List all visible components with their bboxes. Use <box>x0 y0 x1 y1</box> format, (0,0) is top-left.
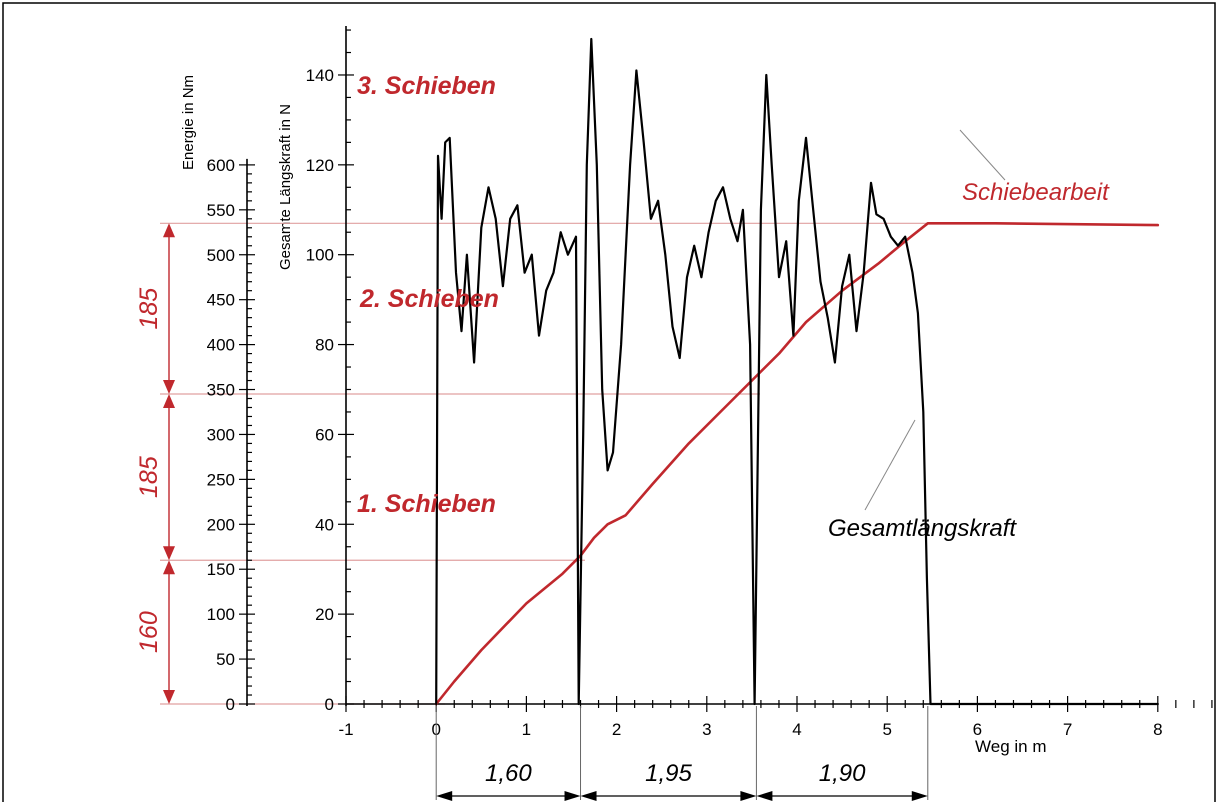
dimension-arrow-right <box>740 791 757 801</box>
dimension-arrow-right <box>564 791 581 801</box>
force-tick-label: 20 <box>315 605 334 624</box>
x-tick-label: 7 <box>1063 720 1072 739</box>
dimension-arrow-left <box>436 791 453 801</box>
dimension-arrow-up <box>163 394 175 409</box>
x-tick-label: 2 <box>612 720 621 739</box>
dimension-arrow-up <box>163 223 175 238</box>
schiebearbeit-label: Schiebearbeit <box>962 179 1110 206</box>
force-tick-label: 140 <box>306 66 334 85</box>
dimension-arrow-up <box>163 560 175 575</box>
dimension-arrow-down <box>163 546 175 561</box>
force-tick-label: 100 <box>306 246 334 265</box>
energy-tick-label: 400 <box>207 336 235 355</box>
energy-axis-title: Energie in Nm <box>180 75 197 170</box>
push-guide-lines <box>160 222 935 705</box>
force-tick-label: 0 <box>325 695 334 714</box>
energy-tick-label: 0 <box>226 695 235 714</box>
dimension-arrow-left <box>580 791 597 801</box>
energy-tick-label: 600 <box>207 156 235 175</box>
data-series <box>434 37 1160 706</box>
dimension-arrow-down <box>163 380 175 395</box>
energy-tick-label: 200 <box>207 515 235 534</box>
x-tick-label: 4 <box>792 720 801 739</box>
energy-tick-label: 300 <box>207 425 235 444</box>
distance-dimension-label: 1,95 <box>645 760 692 787</box>
schiebearbeit-line <box>434 222 1160 706</box>
push-2-label: 2. Schieben <box>359 285 499 313</box>
force-axis: 0 20 40 60 80 100 120 140 <box>306 26 354 714</box>
energy-tick-label: 450 <box>207 291 235 310</box>
push-1-label: 1. Schieben <box>357 490 496 518</box>
gesamtlaengskraft-leader <box>864 419 916 511</box>
force-tick-label: 60 <box>315 425 334 444</box>
energy-tick-label: 50 <box>216 650 235 669</box>
force-axis-title: Gesamte Längskraft in N <box>277 104 294 270</box>
energy-axis: 0 50 100 150 200 250 300 350 400 450 500 550 600 <box>207 156 255 714</box>
x-tick-label: 5 <box>882 720 891 739</box>
dimension-arrow-left <box>756 791 773 801</box>
x-tick-label: 1 <box>522 720 531 739</box>
force-tick-label: 80 <box>315 336 334 355</box>
energy-tick-label: 550 <box>207 201 235 220</box>
x-tick-label: -1 <box>338 720 353 739</box>
x-tick-label: 3 <box>702 720 711 739</box>
energy-tick-label: 150 <box>207 560 235 579</box>
x-tick-label: 8 <box>1153 720 1162 739</box>
distance-dimension-label: 1,90 <box>819 760 866 787</box>
force-tick-label: 120 <box>306 156 334 175</box>
gesamtlaengskraft-line <box>435 37 1159 706</box>
energy-tick-label: 100 <box>207 605 235 624</box>
energy-dimension-label: 160 <box>135 611 163 653</box>
dimension-arrow-right <box>911 791 928 801</box>
x-axis: -1 0 1 2 3 4 5 6 7 8 <box>338 696 1213 739</box>
energy-tick-label: 500 <box>207 246 235 265</box>
energy-tick-label: 250 <box>207 470 235 489</box>
energy-dimension-label: 185 <box>135 456 163 498</box>
energy-dimension-label: 185 <box>135 288 163 330</box>
schiebearbeit-leader <box>959 129 1006 181</box>
distance-dimension-label: 1,60 <box>485 760 532 787</box>
energy-tick-label: 350 <box>207 381 235 400</box>
force-tick-label: 40 <box>315 515 334 534</box>
push-3-label: 3. Schieben <box>357 72 496 100</box>
x-tick-label: 6 <box>973 720 982 739</box>
dimension-arrow-down <box>163 690 175 704</box>
gesamtlaengskraft-label: Gesamtlängskraft <box>828 515 1017 542</box>
x-axis-title: Weg in m <box>975 737 1047 756</box>
